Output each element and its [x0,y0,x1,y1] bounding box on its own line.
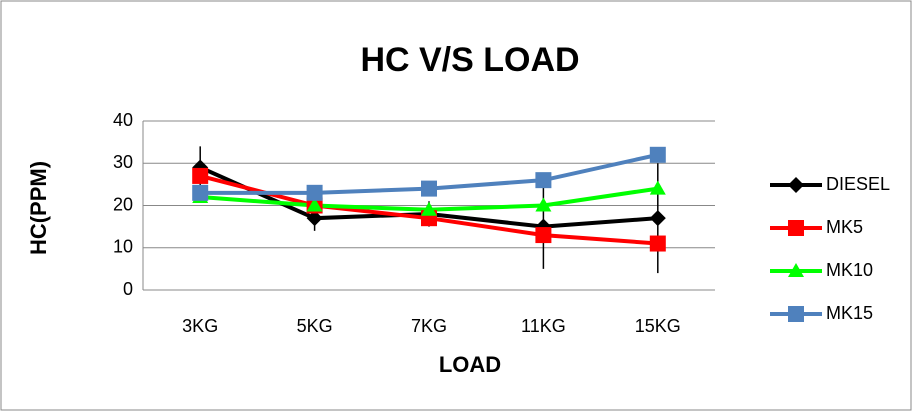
chart-title: HC V/S LOAD [360,41,579,79]
legend-label: MK15 [826,303,873,323]
y-tick-label: 10 [113,237,133,257]
y-tick-label: 30 [113,152,133,172]
legend-marker [788,177,804,193]
x-tick-label: 7KG [411,316,447,336]
legend-marker [788,220,804,236]
y-axis-label: HC(PPM) [26,161,51,255]
x-axis-label: LOAD [439,352,501,377]
data-point [192,167,209,184]
x-tick-label: 15KG [635,316,681,336]
x-tick-label: 11KG [521,316,566,336]
legend-label: DIESEL [826,174,890,194]
legend-marker [788,306,804,322]
legend-label: MK10 [826,260,873,280]
data-point [192,184,209,201]
data-point [421,180,437,197]
legend-marker [788,263,804,277]
y-tick-label: 0 [123,279,133,299]
x-tick-label: 5KG [297,316,333,336]
x-tick-label: 3KG [182,316,218,336]
data-point [649,146,666,163]
data-point [649,180,666,195]
legend-label: MK5 [826,217,863,237]
data-point [535,227,552,244]
y-tick-label: 20 [113,194,133,214]
data-point [306,197,323,212]
data-point [649,235,666,252]
data-point [535,197,552,212]
data-point [421,201,437,216]
y-tick-label: 40 [113,110,133,130]
data-point [306,184,323,201]
data-point [535,172,552,189]
